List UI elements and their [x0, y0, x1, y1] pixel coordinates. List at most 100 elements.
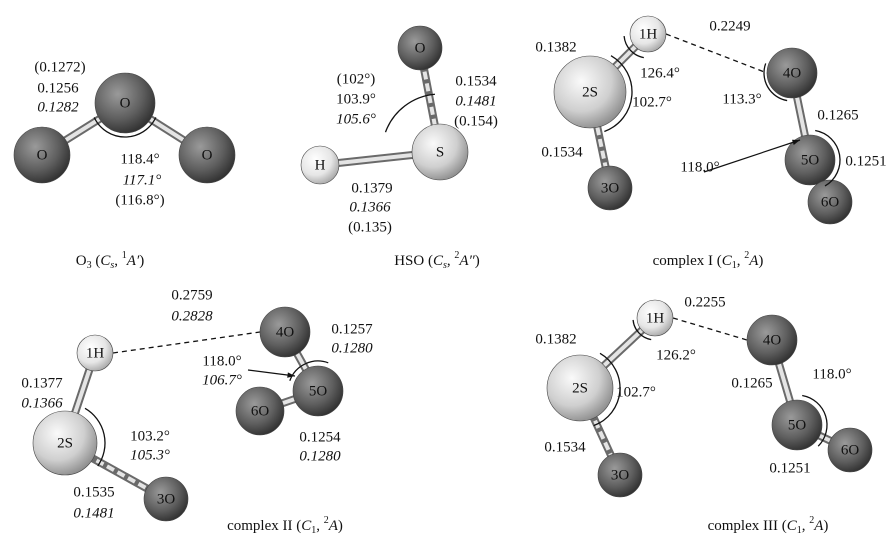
geometry-label: 103.2° [130, 428, 170, 444]
panel-caption: complex I (C1, 2A) [653, 250, 764, 271]
atom-label: 4O [763, 332, 782, 348]
geometry-label: (102°) [337, 71, 376, 87]
geometry-label: 0.1382 [535, 39, 576, 55]
geometry-label: 0.1366 [349, 199, 391, 215]
geometry-label: 0.1280 [331, 340, 373, 356]
geometry-label: 106.7° [202, 372, 242, 388]
geometry-label: 0.1265 [731, 375, 772, 391]
geometry-label: 0.1282 [37, 99, 79, 115]
caption-part: , [802, 518, 810, 534]
geometry-label: 0.1251 [845, 153, 886, 169]
geometry-label: 0.1535 [73, 484, 114, 500]
geometry-label: 0.1366 [21, 395, 63, 411]
geometry-label: 0.1280 [299, 448, 341, 464]
geometry-label: 0.1379 [351, 180, 392, 196]
atom-label: 1H [639, 26, 658, 42]
caption-part: HSO ( [394, 253, 433, 269]
caption-part: , [316, 518, 324, 534]
atom-label: 5O [788, 417, 807, 433]
atom-label: 2S [57, 435, 73, 451]
figure: O O O (0.1272) 0.1256 0.1282 118.4° 117.1° (116.… [0, 0, 890, 537]
atom-label: H [315, 157, 326, 173]
geometry-label: (116.8°) [115, 192, 164, 208]
geometry-label: 0.1377 [21, 375, 63, 391]
atom-label: O [202, 147, 213, 163]
geometry-label: (0.1272) [34, 59, 85, 75]
geometry-label: 0.1254 [299, 429, 341, 445]
geometry-label: 118.0° [202, 353, 241, 369]
caption-part: A′ [126, 253, 140, 269]
hydrogen-bond [666, 34, 767, 73]
panel-caption: complex III (C1, 2A) [708, 515, 829, 536]
atom-label: 6O [821, 194, 840, 210]
geometry-label: 126.2° [656, 347, 696, 363]
caption-part: complex II ( [227, 518, 301, 534]
hydrogen-bond [673, 318, 747, 340]
atom-label: 3O [601, 180, 620, 196]
atom-label: 3O [157, 491, 176, 507]
hydrogen-bond [113, 332, 260, 353]
caption-part: ) [338, 518, 343, 534]
atom-label: S [436, 144, 444, 160]
geometry-label: 0.1481 [455, 93, 496, 109]
atom-label: 1H [86, 345, 105, 361]
geometry-label: 105.3° [130, 447, 170, 463]
geometry-label: 0.1265 [817, 107, 858, 123]
caption-part: ) [139, 253, 144, 269]
geometry-label: (0.135) [348, 219, 392, 235]
caption-part: , [447, 253, 455, 269]
caption-part: A″ [458, 253, 475, 269]
atom-label: 6O [251, 403, 270, 419]
geometry-label: 0.1251 [769, 460, 810, 476]
geometry-label: 0.1534 [544, 439, 586, 455]
atom-label: 5O [309, 383, 328, 399]
atom-label: 2S [572, 380, 588, 396]
geometry-label: 0.1382 [535, 331, 576, 347]
geometry-label: 0.2255 [684, 294, 725, 310]
geometry-label: 102.7° [632, 94, 672, 110]
geometry-label: 0.2759 [171, 287, 212, 303]
atom-label: 1H [646, 310, 665, 326]
caption-part: , [737, 253, 745, 269]
molecule-panel: 1H2S3O4O5O6O0.13820.2249126.4°102.7°113.… [535, 16, 886, 271]
geometry-label: 113.3° [722, 91, 761, 107]
caption-part: ) [823, 518, 828, 534]
atom-label: 5O [801, 152, 820, 168]
geometry-label: 0.1481 [73, 505, 114, 521]
geometry-label: 118.0° [680, 159, 719, 175]
geometry-label: 105.6° [336, 111, 376, 127]
caption-part: ) [758, 253, 763, 269]
geometry-label: 0.2249 [709, 18, 750, 34]
atom-label: 4O [276, 324, 295, 340]
geometry-label: 0.1256 [37, 80, 79, 96]
molecule-panel: 1H 2S 3O 4O 5O 6O 0.2759 0.2828 0.1377 0.1366 103.… [21, 287, 373, 536]
atom-label: O [37, 147, 48, 163]
molecule-panel: O O O (0.1272) 0.1256 0.1282 118.4° 117.1° (116.… [14, 59, 235, 271]
panel-caption: complex II (C1, 2A) [227, 515, 343, 536]
geometry-label: 0.1257 [331, 321, 373, 337]
geometry-label: 102.7° [616, 384, 656, 400]
geometry-label: 103.9° [336, 91, 376, 107]
atom-label: 6O [841, 442, 860, 458]
geometry-label: 0.1534 [541, 144, 583, 160]
geometry-label: 118.0° [812, 366, 851, 382]
atom-label: 4O [783, 65, 802, 81]
caption-part: complex III ( [708, 518, 787, 534]
caption-part: O [76, 253, 87, 269]
geometry-label: (0.154) [454, 113, 498, 129]
caption-part: ) [475, 253, 480, 269]
caption-part: complex I ( [653, 253, 722, 269]
geometry-label: 0.1534 [455, 73, 497, 89]
geometry-label: 0.2828 [171, 308, 213, 324]
panel-caption: HSO (Cs, 2A″) [394, 250, 480, 271]
atom-label: 3O [611, 467, 630, 483]
atom-label: 2S [582, 84, 598, 100]
panel-caption: O3 (Cs, 1A′) [76, 250, 144, 271]
molecule-panel: O S H (102°) 103.9° 105.6° 0.1534 0.1481 (0.154)… [301, 26, 498, 271]
atom-label: O [415, 40, 426, 56]
geometry-label: 117.1° [123, 172, 162, 188]
molecule-panel: 1H 2S 3O 4O 5O 6O 0.1382 0.2255 126.2° 102.7° 0.12… [535, 294, 872, 536]
geometry-label: 118.4° [120, 151, 159, 167]
caption-part: , [114, 253, 122, 269]
atom-label: O [120, 95, 131, 111]
